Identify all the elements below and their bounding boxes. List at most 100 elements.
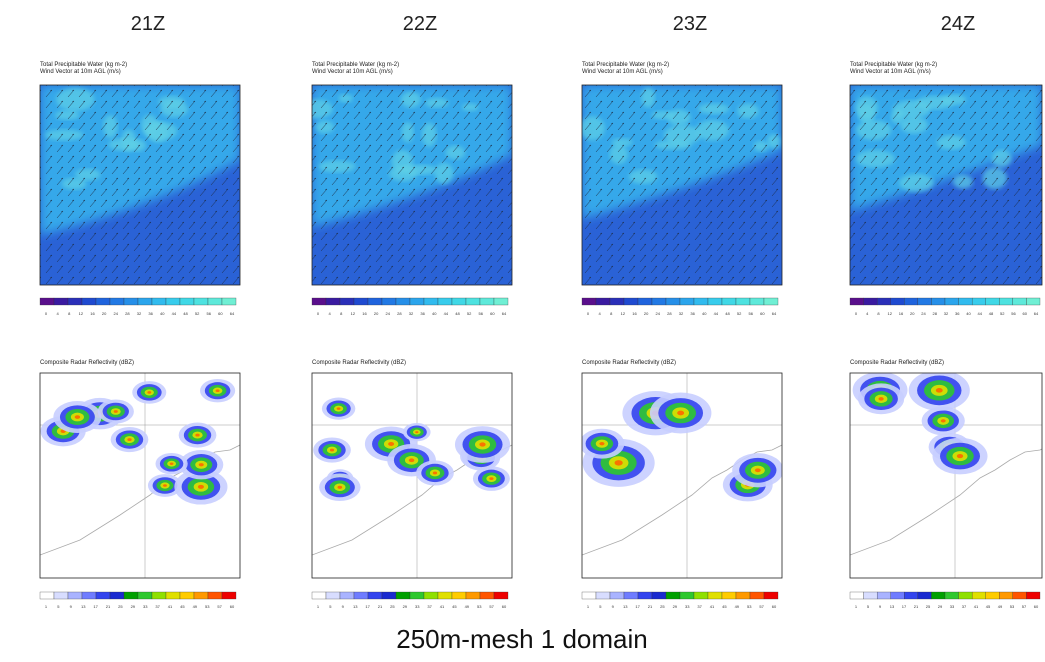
echo (935, 388, 943, 393)
water-field (850, 85, 1042, 285)
colorbar-label: 56 (207, 311, 212, 316)
colorbar-label: 49 (465, 604, 470, 609)
colorbar-cell (763, 297, 779, 306)
water-map (581, 84, 783, 286)
colorbar-label: 52 (1000, 311, 1005, 316)
colorbar-label: 0 (45, 311, 48, 316)
colorbar-label: 49 (735, 604, 740, 609)
echo (169, 462, 174, 465)
colorbar-label: 60 (218, 311, 223, 316)
colorbar-label: 32 (137, 311, 142, 316)
colorbar-cell (493, 591, 509, 600)
echo (479, 442, 486, 447)
colorbar-cell (651, 297, 667, 306)
colorbar-cell (437, 297, 453, 306)
colorbar-cell (39, 591, 55, 600)
colorbar-cell (721, 591, 737, 600)
colorbar-label: 40 (160, 311, 165, 316)
colorbar-label: 41 (440, 604, 445, 609)
colorbar-label: 16 (899, 311, 904, 316)
colorbar-cell (465, 297, 481, 306)
colorbar-cell (367, 297, 383, 306)
colorbar-label: 28 (933, 311, 938, 316)
colorbar-cell (849, 591, 864, 600)
echo (415, 431, 419, 434)
panel-frame (581, 84, 783, 286)
column-header: 24Z (941, 13, 975, 35)
colorbar-cell (679, 591, 695, 600)
colorbar-label: 20 (374, 311, 379, 316)
colorbar-cell (944, 297, 959, 306)
wind-vectors (40, 85, 240, 285)
panel-frame (581, 372, 783, 579)
colorbar-label: 49 (998, 604, 1003, 609)
panel-title: Composite Radar Reflectivity (dBZ) (312, 360, 406, 366)
colorbar-label: 29 (938, 604, 943, 609)
colorbar-label: 21 (648, 604, 653, 609)
colorbar-label: 8 (877, 311, 880, 316)
colorbar-label: 16 (90, 311, 95, 316)
colorbar-label: 13 (623, 604, 628, 609)
colorbar-label: 37 (962, 604, 967, 609)
panel-title: Composite Radar Reflectivity (dBZ) (582, 360, 676, 366)
echo (754, 468, 761, 473)
colorbar-cell (81, 297, 97, 306)
colorbar-cell (479, 297, 495, 306)
panel-title: Total Precipitable Water (kg m-2) (40, 62, 127, 68)
echo (127, 438, 132, 442)
colorbar-label: 32 (944, 311, 949, 316)
colorbar-label: 1 (317, 604, 320, 609)
colorbar-label: 48 (989, 311, 994, 316)
colorbar-cell (367, 591, 383, 600)
panel-frame (849, 372, 1043, 579)
colorbar-cell (595, 297, 611, 306)
colorbar-label: 33 (685, 604, 690, 609)
colorbar-label: 5 (867, 604, 870, 609)
colorbar-cell (437, 591, 453, 600)
echo (599, 441, 605, 446)
colorbar-cell (165, 297, 181, 306)
colorbar-cell (679, 297, 695, 306)
colorbar-label: 60 (230, 604, 235, 609)
colorbar-cell (876, 297, 891, 306)
colorbar-cell (917, 591, 932, 600)
colorbar-cell (193, 591, 209, 600)
colorbar-label: 37 (427, 604, 432, 609)
colorbar-cell (637, 591, 653, 600)
colorbar-label: 49 (193, 604, 198, 609)
colorbar-label: 60 (1023, 311, 1028, 316)
colorbar-cell (1026, 297, 1041, 306)
colorbar-label: 36 (148, 311, 153, 316)
colorbar-label: 32 (679, 311, 684, 316)
colorbar-label: 9 (879, 604, 882, 609)
radar-map (39, 372, 241, 579)
wind-vectors (582, 85, 782, 285)
colorbar-label: 8 (68, 311, 71, 316)
colorbar-label: 60 (490, 311, 495, 316)
colorbar-label: 45 (986, 604, 991, 609)
panel-frame (39, 372, 241, 579)
column-header: 23Z (673, 13, 707, 35)
colorbar-cell (890, 297, 905, 306)
colorbar-label: 1 (855, 604, 858, 609)
colorbar-cell (311, 591, 327, 600)
colorbar-cell (395, 591, 411, 600)
colorbar-cell (876, 591, 891, 600)
colorbar-label: 5 (57, 604, 60, 609)
colorbar-label: 64 (502, 311, 507, 316)
colorbar-label: 24 (114, 311, 119, 316)
colorbar-cell (193, 297, 209, 306)
colorbar-cell (849, 297, 864, 306)
colorbar-label: 5 (599, 604, 602, 609)
radar-field (850, 373, 1042, 578)
colorbar-label: 45 (452, 604, 457, 609)
colorbar-cell (763, 591, 779, 600)
echo (432, 471, 438, 475)
colorbar-label: 48 (455, 311, 460, 316)
colorbar-label: 25 (660, 604, 665, 609)
colorbar-label: 8 (610, 311, 613, 316)
colorbar-label: 16 (632, 311, 637, 316)
panel-title: Composite Radar Reflectivity (dBZ) (40, 360, 134, 366)
colorbar-cell (581, 297, 597, 306)
colorbar-label: 20 (644, 311, 649, 316)
